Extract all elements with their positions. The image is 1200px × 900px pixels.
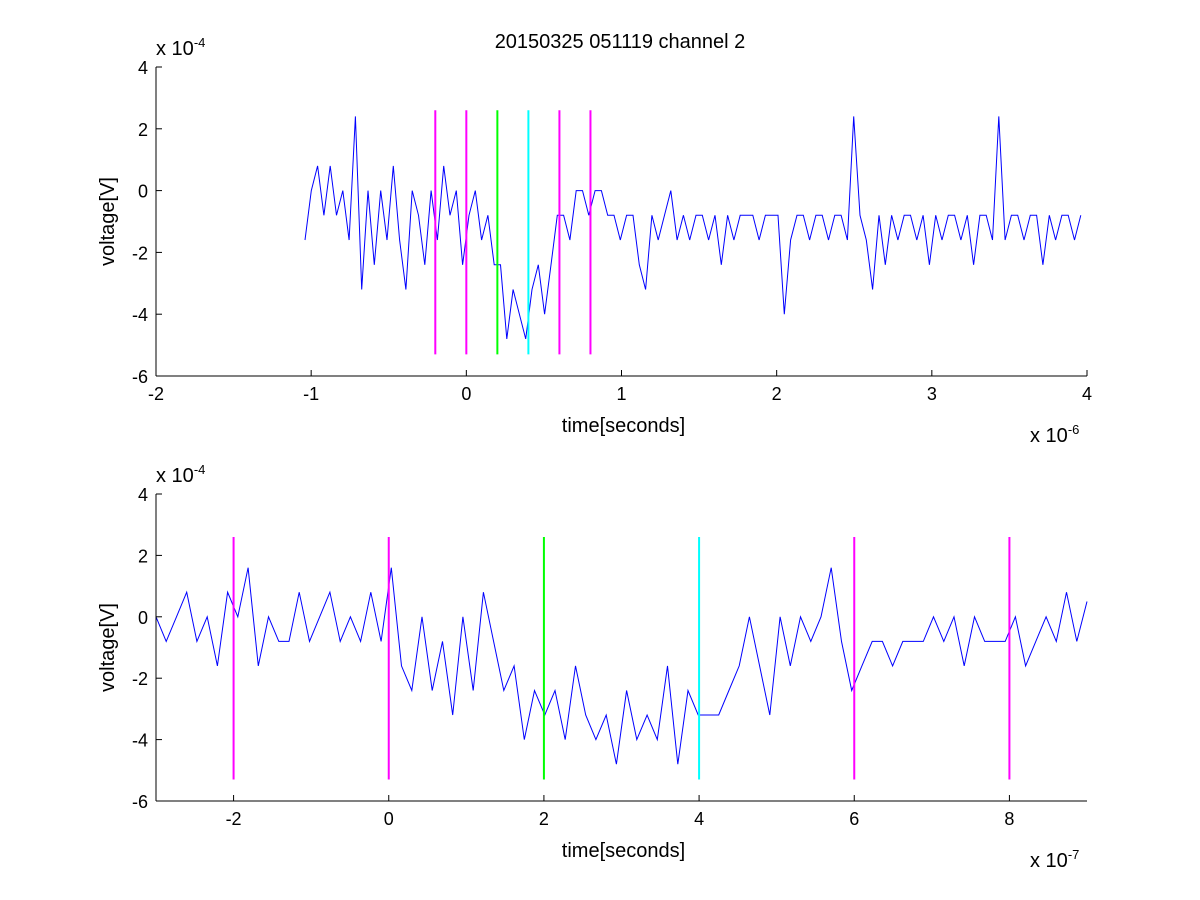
panel1-y-tick-label: -2 [132,243,148,263]
panel2-x-exponent-label: x 10-7 [1030,847,1079,872]
panel1-y-axis-label: voltage[V] [97,177,119,266]
panel2-y-tick-label: 2 [138,546,148,566]
panel1-x-exponent-label: x 10-6 [1030,422,1079,447]
panel1-x-tick-label: 0 [461,384,471,404]
panel2-y-tick-label: -2 [132,669,148,689]
panel1-axes: -2 -1 0 1 2 3 4 -6 -4 -2 0 2 4 time[seconds] voltage[V… [97,35,1092,447]
panel1-x-tick-label: 2 [772,384,782,404]
panel2-y-tick-label: -6 [132,792,148,812]
panel2-y-tick-label: 0 [138,608,148,628]
panel1-y-tick-label: -4 [132,305,148,325]
panel2-x-tick-label: 6 [849,809,859,829]
panel1-y-tick-label: 4 [138,58,148,78]
panel2-x-tick-label: 8 [1004,809,1014,829]
panel1-y-tick-label: 0 [138,182,148,202]
panel2-axes: -2 0 2 4 6 8 -6 -4 -2 0 2 4 time[seconds] voltage[V] x… [97,462,1088,872]
panel1-y-tick-label: -6 [132,367,148,387]
panel1-y-tick-label: 2 [138,120,148,140]
panel2-x-axis-label: time[seconds] [562,840,685,862]
panel1-x-tick-label: -1 [303,384,319,404]
panel2-y-exponent-label: x 10-4 [156,462,205,487]
panel1-x-tick-label: 1 [616,384,626,404]
panel2-signal-line [155,567,1088,765]
panel1-x-exponent: -6 [1068,422,1080,437]
panel1-x-tick-label: -2 [148,384,164,404]
panel1-y-exponent-label: x 10-4 [156,35,205,60]
panel1-y-exponent: -4 [194,35,206,50]
panel2-y-tick-label: -4 [132,731,148,751]
panel1-x-axis-label: time[seconds] [562,415,685,437]
panel2-x-tick-label: 2 [539,809,549,829]
panel2-x-exponent: -7 [1068,847,1080,862]
panel2-y-tick-label: 4 [138,485,148,505]
panel2-x-tick-label: 4 [694,809,704,829]
panel2-x-tick-label: 0 [384,809,394,829]
panel1-signal-line [304,116,1082,340]
panel2-x-tick-label: -2 [226,809,242,829]
panel1-x-tick-label: 4 [1082,384,1092,404]
panel2-y-exponent: -4 [194,462,206,477]
figure-title: 20150325 051119 channel 2 [495,31,746,53]
panel1-x-tick-label: 3 [927,384,937,404]
panel2-y-axis-label: voltage[V] [97,603,119,692]
